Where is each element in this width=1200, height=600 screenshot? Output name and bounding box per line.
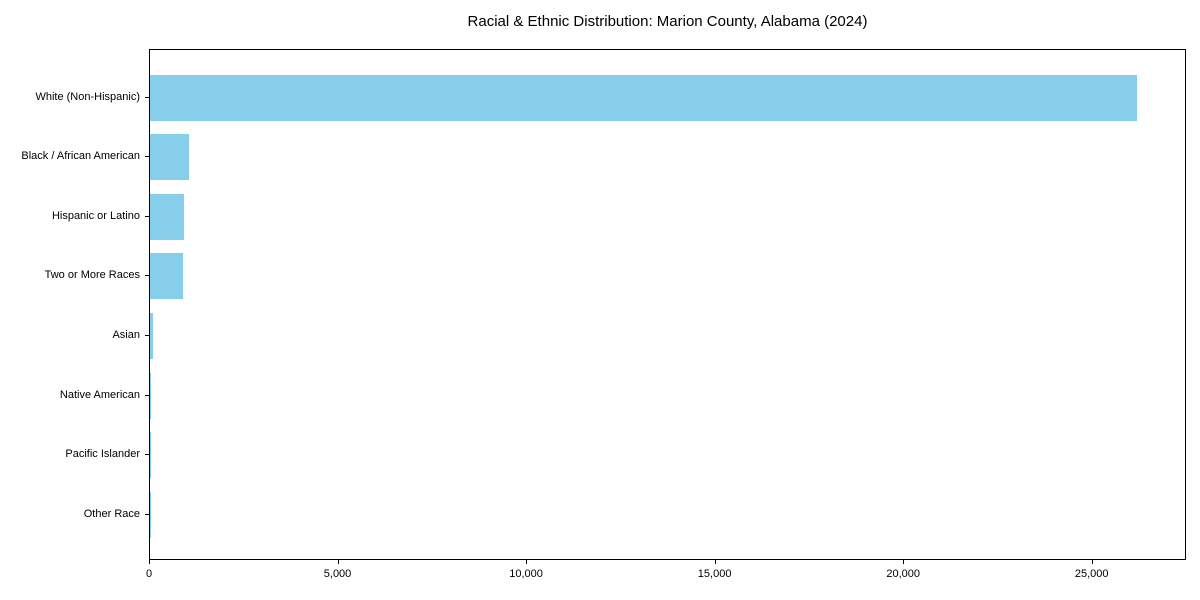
y-axis-label-hispanic-or-latino: Hispanic or Latino xyxy=(51,209,140,222)
bar-black-african-american xyxy=(150,134,189,181)
y-axis-label-black-african-american: Black / African American xyxy=(21,150,140,163)
y-tick-native-american xyxy=(145,394,149,396)
y-axis-label-native-american: Native American xyxy=(59,388,140,401)
x-tick-label-20000: 20,000 xyxy=(886,568,920,580)
x-tick-label-15000: 15,000 xyxy=(697,568,732,580)
y-tick-pacific-islander xyxy=(145,454,149,456)
bar-two-or-more-races xyxy=(150,253,184,300)
bar-native-american xyxy=(150,372,152,419)
x-tick-15000 xyxy=(714,560,716,564)
x-tick-label-0: 0 xyxy=(145,568,153,580)
y-tick-two-or-more-races xyxy=(145,275,149,277)
y-axis-label-asian: Asian xyxy=(112,329,140,342)
y-tick-other-race xyxy=(145,514,149,516)
x-tick-label-25000: 25,000 xyxy=(1074,568,1109,580)
x-tick-10000 xyxy=(526,560,528,564)
x-tick-5000 xyxy=(337,560,339,564)
chart-title: Racial & Ethnic Distribution: Marion Cou… xyxy=(467,13,868,30)
x-tick-label-5000: 5,000 xyxy=(323,568,352,580)
bar-white-non-hispanic xyxy=(150,74,1138,121)
y-tick-black-african-american xyxy=(145,156,149,158)
y-axis-label-white-non-hispanic: White (Non-Hispanic) xyxy=(35,90,140,103)
x-tick-label-10000: 10,000 xyxy=(509,568,543,580)
y-axis-label-pacific-islander: Pacific Islander xyxy=(65,448,140,461)
y-axis-label-other-race: Other Race xyxy=(83,508,140,521)
y-tick-asian xyxy=(145,335,149,337)
plot-area xyxy=(149,49,1186,560)
y-tick-white-non-hispanic xyxy=(145,96,149,98)
x-tick-25000 xyxy=(1091,560,1093,564)
x-tick-20000 xyxy=(903,560,905,564)
bar-hispanic-or-latino xyxy=(150,193,185,240)
y-tick-hispanic-or-latino xyxy=(145,215,149,217)
bar-asian xyxy=(150,313,154,360)
y-axis-label-two-or-more-races: Two or More Races xyxy=(44,269,140,282)
x-tick-0 xyxy=(149,560,150,564)
